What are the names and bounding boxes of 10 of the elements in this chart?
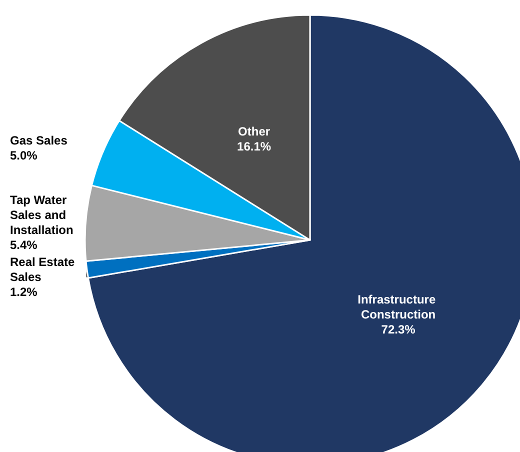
data-label: 16.1% — [237, 139, 272, 154]
slice-label: Real Estate Sales — [10, 254, 78, 284]
slice-label: Infrastructure Construction — [358, 292, 439, 322]
data-label: 1.2% — [10, 284, 38, 299]
data-label: 5.0% — [10, 148, 38, 163]
data-label: 5.4% — [10, 238, 38, 252]
data-label: 72.3% — [381, 322, 416, 336]
slice-label: Tap Water Sales and Installation — [10, 192, 74, 237]
slice-label: Gas Sales — [10, 134, 68, 148]
slice-label: Other — [238, 124, 270, 138]
